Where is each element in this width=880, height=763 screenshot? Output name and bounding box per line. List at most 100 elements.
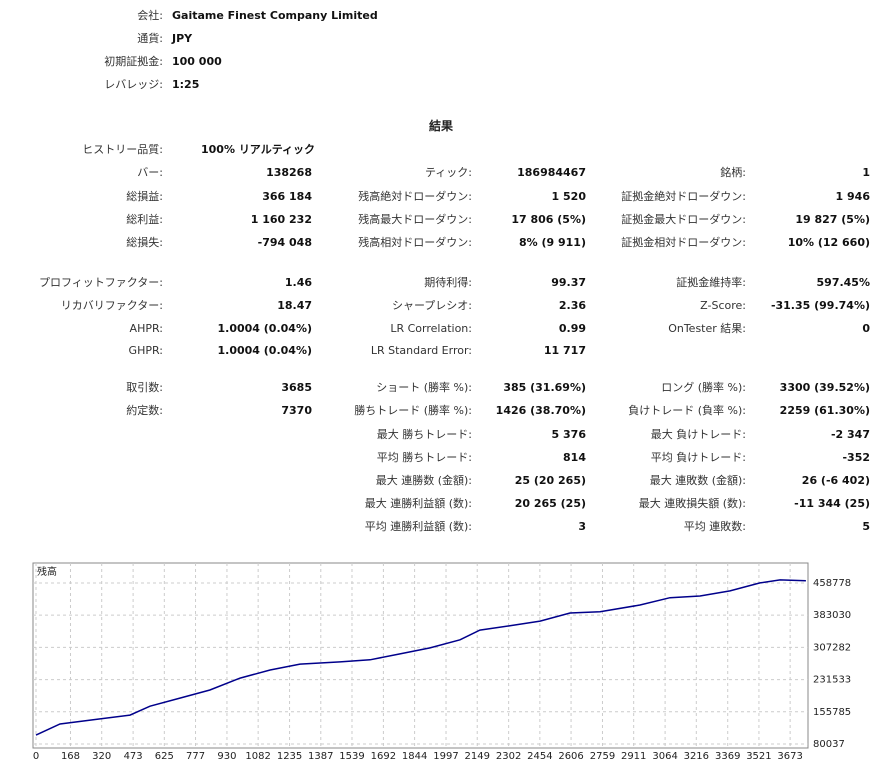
field-value: 99.37 — [551, 276, 586, 289]
field-value: 138268 — [266, 166, 312, 179]
field-value: 19 827 (5%) — [795, 213, 870, 226]
field-label: 残高最大ドローダウン: — [358, 213, 472, 226]
x-tick-label: 473 — [124, 751, 143, 762]
field-value: 2.36 — [558, 299, 586, 312]
field-label: ロング (勝率 %): — [661, 381, 746, 394]
field-value: 100% リアルティック — [201, 143, 316, 156]
x-tick-label: 2759 — [590, 751, 615, 762]
field-value: -794 048 — [257, 236, 312, 249]
field-label: 平均 連勝利益額 (数): — [364, 520, 472, 533]
y-tick-label: 383030 — [813, 610, 851, 621]
field-label: ショート (勝率 %): — [376, 381, 472, 394]
field-label: バー: — [137, 166, 163, 179]
x-tick-label: 1692 — [371, 751, 396, 762]
field-value: 100 000 — [172, 55, 222, 68]
field-value: 0.99 — [558, 322, 586, 335]
x-tick-label: 2606 — [558, 751, 583, 762]
x-tick-label: 3673 — [777, 751, 802, 762]
field-value: 385 (31.69%) — [503, 381, 586, 394]
legend-label: 残高 — [37, 565, 57, 578]
field-label: 最大 勝ちトレード: — [376, 428, 472, 441]
field-label: GHPR: — [128, 344, 163, 357]
y-tick-label: 155785 — [813, 707, 851, 718]
field-label: Z-Score: — [700, 299, 746, 312]
field-label: 勝ちトレード (勝率 %): — [354, 404, 472, 417]
field-value: 597.45% — [816, 276, 870, 289]
field-label: 取引数: — [126, 381, 163, 394]
field-value: 5 — [862, 520, 870, 533]
x-tick-label: 168 — [61, 751, 80, 762]
field-label: 最大 負けトレード: — [650, 428, 746, 441]
field-value: 0 — [862, 322, 870, 335]
field-value: -31.35 (99.74%) — [770, 299, 870, 312]
field-label: 最大 連勝数 (金額): — [375, 474, 472, 487]
x-tick-label: 3064 — [652, 751, 677, 762]
field-value: 25 (20 265) — [514, 474, 586, 487]
x-tick-label: 320 — [92, 751, 111, 762]
x-tick-label: 1387 — [308, 751, 333, 762]
x-tick-label: 2302 — [496, 751, 521, 762]
field-value: 8% (9 911) — [518, 236, 586, 249]
field-label: LR Correlation: — [390, 322, 472, 335]
field-value: 814 — [563, 451, 586, 464]
field-value: 2259 (61.30%) — [779, 404, 870, 417]
field-label: OnTester 結果: — [668, 322, 746, 335]
field-value: 186984467 — [517, 166, 586, 179]
field-label: 総損益: — [126, 190, 163, 203]
field-label: ヒストリー品質: — [82, 143, 163, 156]
field-label: AHPR: — [129, 322, 163, 335]
field-value: 17 806 (5%) — [511, 213, 586, 226]
field-value: 1 946 — [835, 190, 870, 203]
field-value: 11 717 — [543, 344, 586, 357]
field-value: 1 520 — [551, 190, 586, 203]
field-value: -11 344 (25) — [794, 497, 870, 510]
field-label: 平均 勝ちトレード: — [376, 451, 472, 464]
field-label: LR Standard Error: — [370, 344, 472, 357]
section-title: 結果 — [428, 119, 453, 133]
field-label: シャープレシオ: — [391, 299, 472, 312]
x-tick-label: 0 — [33, 751, 39, 762]
field-label: 残高相対ドローダウン: — [358, 236, 472, 249]
field-value: 1.0004 (0.04%) — [217, 344, 313, 357]
field-value: 1 160 232 — [250, 213, 312, 226]
field-label: 約定数: — [126, 404, 163, 417]
field-label: ティック: — [424, 166, 472, 179]
field-label: 最大 連敗損失額 (数): — [638, 497, 746, 510]
x-tick-label: 1082 — [245, 751, 270, 762]
x-tick-label: 3216 — [684, 751, 709, 762]
field-label: プロフィットファクター: — [38, 276, 163, 289]
field-label: 負けトレード (負率 %): — [628, 404, 746, 417]
field-value: 366 184 — [262, 190, 312, 203]
field-value: 1:25 — [172, 78, 200, 91]
x-tick-label: 1844 — [402, 751, 427, 762]
field-value: 1 — [862, 166, 870, 179]
field-label: 証拠金維持率: — [676, 276, 746, 289]
field-label: 残高絶対ドローダウン: — [358, 190, 472, 203]
x-tick-label: 3369 — [715, 751, 740, 762]
y-tick-label: 307282 — [813, 642, 851, 653]
field-value: 1.0004 (0.04%) — [217, 322, 313, 335]
field-label: 会社: — [137, 9, 163, 22]
field-value: 26 (-6 402) — [801, 474, 870, 487]
field-value: JPY — [172, 32, 193, 45]
x-tick-label: 3521 — [746, 751, 771, 762]
field-value: 1426 (38.70%) — [495, 404, 586, 417]
field-value: 20 265 (25) — [514, 497, 586, 510]
field-label: 総利益: — [126, 213, 163, 226]
field-label: 期待利得: — [424, 276, 472, 289]
field-label: 証拠金相対ドローダウン: — [621, 236, 746, 249]
field-value: 7370 — [281, 404, 312, 417]
field-label: 総損失: — [126, 236, 163, 249]
x-tick-label: 1235 — [277, 751, 302, 762]
balance-line — [35, 579, 806, 736]
field-value: 3685 — [281, 381, 312, 394]
y-tick-label: 458778 — [813, 578, 851, 589]
y-tick-label: 80037 — [813, 739, 845, 750]
x-tick-label: 2911 — [621, 751, 646, 762]
y-tick-label: 231533 — [813, 675, 851, 686]
field-value: 10% (12 660) — [787, 236, 870, 249]
field-label: 証拠金絶対ドローダウン: — [621, 190, 746, 203]
field-label: 平均 連敗数: — [683, 520, 746, 533]
field-label: 通貨: — [137, 32, 163, 45]
